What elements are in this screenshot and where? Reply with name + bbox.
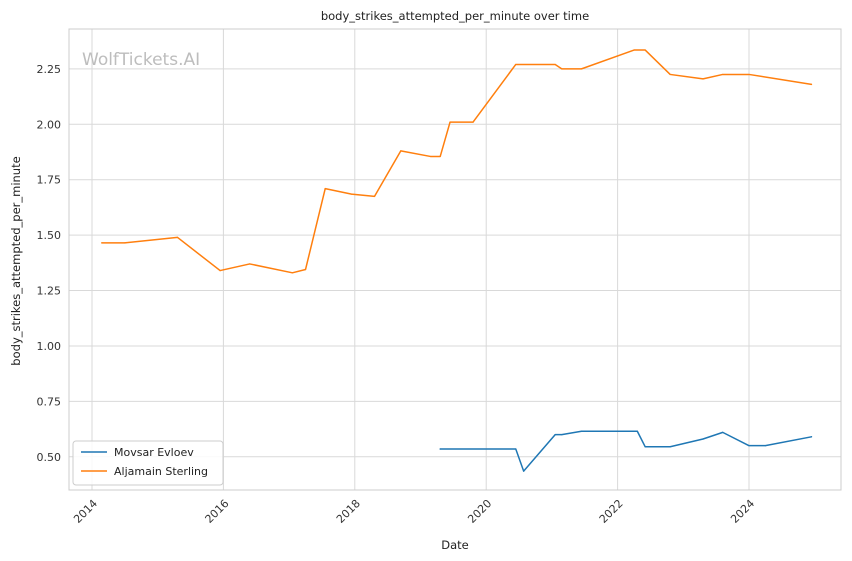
- data-point-1-13: [449, 121, 451, 123]
- data-point-1-18: [580, 68, 583, 70]
- data-point-1-2: [176, 236, 179, 238]
- x-axis-title: Date: [441, 538, 469, 552]
- data-point-1-14: [472, 121, 474, 123]
- data-point-1-8: [350, 193, 353, 195]
- data-point-1-11: [429, 155, 431, 158]
- x-tick-label-2018: 2018: [334, 497, 363, 526]
- data-point-1-1: [124, 242, 126, 244]
- y-axis-ticks: 0.50 0.75 1.00 1.25 1.50 1.75 2.00 2.25: [37, 63, 62, 464]
- data-point-0-8: [669, 446, 671, 448]
- legend-label-movsar-evloev: Movsar Evloev: [114, 446, 194, 459]
- data-point-0-11: [748, 445, 750, 447]
- data-point-0-13: [810, 436, 813, 438]
- data-point-0-9: [702, 438, 704, 440]
- data-point-1-12: [439, 155, 441, 158]
- x-tick-label-2022: 2022: [597, 497, 626, 526]
- data-point-1-20: [644, 49, 646, 51]
- data-point-1-15: [515, 63, 517, 66]
- data-point-0-12: [764, 445, 767, 447]
- y-axis-title: body_strikes_attempted_per_minute: [9, 156, 23, 365]
- data-point-1-23: [722, 73, 724, 76]
- x-axis-ticks: 2014 2016 2018 2020 2022 2024: [71, 497, 757, 526]
- data-point-1-10: [400, 150, 402, 152]
- data-point-1-5: [291, 272, 293, 274]
- plot-area: [69, 29, 841, 490]
- series-line-aljamain-sterling: [101, 49, 813, 274]
- data-point-1-24: [748, 73, 750, 76]
- legend-label-aljamain-sterling: Aljamain Sterling: [114, 465, 208, 478]
- data-point-1-0: [101, 242, 103, 244]
- data-point-1-3: [219, 269, 221, 272]
- legend-box: [72, 440, 224, 486]
- data-point-0-3: [554, 433, 556, 436]
- series-layer: [101, 49, 813, 472]
- y-tick-label-2: 1.00: [37, 340, 62, 353]
- data-point-0-5: [580, 430, 583, 432]
- data-point-1-25: [810, 83, 813, 86]
- y-tick-label-0: 0.50: [37, 451, 62, 464]
- y-tick-label-6: 2.00: [37, 118, 62, 131]
- data-point-1-4: [249, 263, 251, 265]
- data-point-0-1: [515, 448, 517, 450]
- data-point-0-10: [722, 431, 724, 433]
- data-point-0-0: [439, 448, 441, 450]
- y-tick-label-7: 2.25: [37, 63, 62, 76]
- data-point-1-9: [373, 195, 376, 197]
- data-point-0-7: [644, 446, 646, 448]
- data-point-0-4: [561, 433, 563, 436]
- data-point-0-2: [523, 470, 525, 472]
- grid: [69, 29, 841, 490]
- data-point-1-16: [554, 63, 556, 66]
- data-point-1-6: [304, 268, 307, 271]
- chart-title: body_strikes_attempted_per_minute over t…: [321, 9, 589, 23]
- y-tick-label-5: 1.75: [37, 174, 62, 187]
- data-point-1-7: [324, 187, 326, 190]
- y-tick-label-4: 1.50: [37, 229, 62, 242]
- x-tick-label-2016: 2016: [203, 497, 232, 526]
- watermark: WolfTickets.AI: [82, 50, 200, 70]
- data-point-0-6: [636, 430, 638, 432]
- data-point-1-17: [561, 68, 563, 70]
- series-line-movsar-evloev: [439, 430, 813, 472]
- data-point-1-22: [702, 78, 704, 80]
- y-tick-label-3: 1.25: [37, 285, 62, 298]
- x-tick-label-2020: 2020: [465, 497, 494, 526]
- data-point-1-21: [669, 73, 671, 76]
- y-tick-label-1: 0.75: [37, 395, 62, 408]
- plot-border: [68, 28, 842, 491]
- legend: Movsar Evloev Aljamain Sterling: [72, 440, 224, 486]
- x-tick-label-2024: 2024: [728, 497, 757, 526]
- x-tick-label-2014: 2014: [71, 497, 100, 526]
- data-point-1-19: [633, 49, 635, 51]
